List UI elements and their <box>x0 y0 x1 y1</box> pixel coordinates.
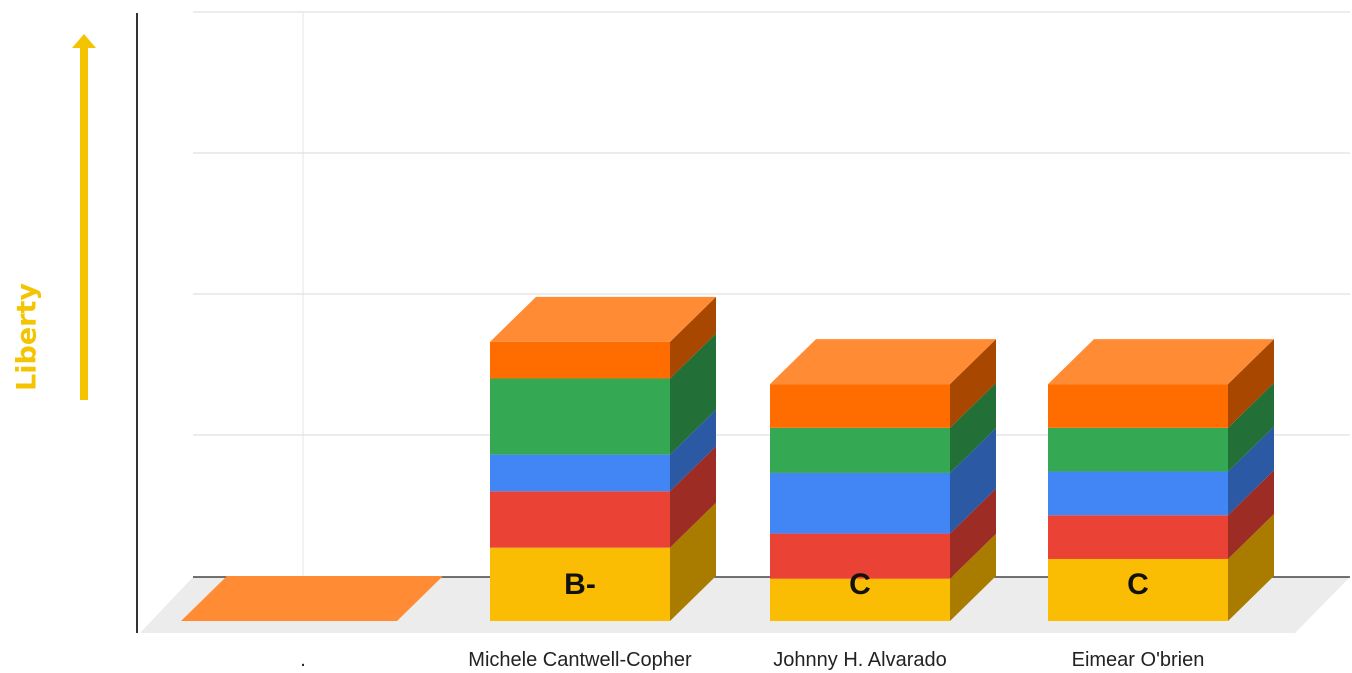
bar-side-3-3 <box>1228 382 1274 472</box>
bar-segment-3-2 <box>1048 471 1228 516</box>
category-label-2: Johnny H. Alvarado <box>773 649 946 671</box>
category-label-0: . <box>300 649 306 671</box>
chart-floor <box>140 577 1350 633</box>
bar-3 <box>1048 339 1274 621</box>
bar-segment-1-2 <box>490 454 670 492</box>
bar-segment-2-2 <box>770 472 950 534</box>
bar-segment-2-1 <box>770 533 950 579</box>
bar-side-2-3 <box>950 382 996 473</box>
bar-side-2-4 <box>950 339 996 428</box>
bar-side-3-0 <box>1228 513 1274 621</box>
bar-side-2-0 <box>950 533 996 621</box>
bar-side-2-1 <box>950 488 996 579</box>
bar-segment-1-1 <box>490 491 670 548</box>
bar-top-flat <box>181 576 443 621</box>
bar-segment-1-3 <box>490 378 670 455</box>
bar-side-1-4 <box>670 296 716 379</box>
bar-side-1-2 <box>670 409 716 492</box>
bar-top-3 <box>1048 339 1274 385</box>
bar-segment-2-4 <box>770 384 950 428</box>
bar-segment-3-3 <box>1048 427 1228 472</box>
bar-segment-3-1 <box>1048 515 1228 559</box>
bar-side-3-1 <box>1228 470 1274 559</box>
y-axis-label: Liberty <box>11 283 43 391</box>
bar-1 <box>490 296 716 621</box>
bar-label-1: B- <box>564 568 596 601</box>
bar-segment-3-4 <box>1048 384 1228 428</box>
bar-side-3-4 <box>1228 339 1274 428</box>
bar-2 <box>770 339 996 621</box>
bar-segment-1-4 <box>490 341 670 379</box>
bar-segment-1-0 <box>490 547 670 621</box>
bar-side-2-2 <box>950 427 996 534</box>
category-label-1: Michele Cantwell-Copher <box>468 649 692 671</box>
arrow-up-icon <box>72 34 96 48</box>
bar-side-3-2 <box>1228 426 1274 516</box>
bar-0 <box>181 576 443 621</box>
category-label-3: Eimear O'brien <box>1072 649 1205 671</box>
bar-segment-2-0 <box>770 578 950 621</box>
bar-label-3: C <box>1127 568 1149 601</box>
bar-side-1-3 <box>670 333 716 455</box>
bar-label-2: C <box>849 568 871 601</box>
bar-top-2 <box>770 339 996 385</box>
bar-top-1 <box>490 296 716 342</box>
bar-side-1-0 <box>670 502 716 621</box>
bar-side-1-1 <box>670 446 716 548</box>
bar-segment-2-3 <box>770 427 950 473</box>
bar-segment-3-0 <box>1048 558 1228 621</box>
